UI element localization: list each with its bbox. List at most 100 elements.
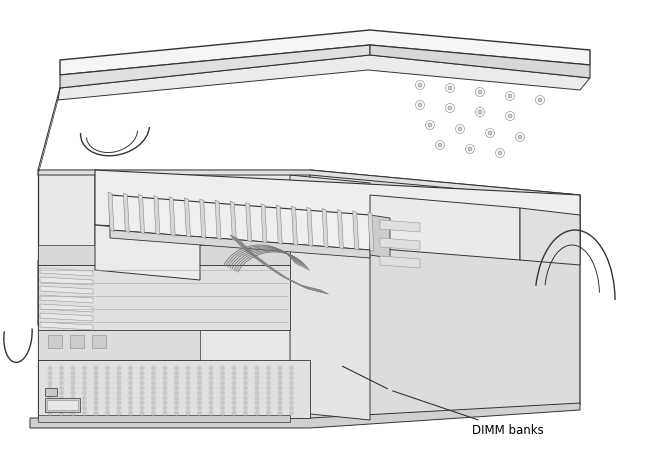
Circle shape xyxy=(140,386,144,390)
Circle shape xyxy=(60,406,63,410)
Circle shape xyxy=(243,371,247,375)
Circle shape xyxy=(140,371,144,375)
Circle shape xyxy=(94,391,98,395)
Polygon shape xyxy=(215,200,221,240)
Circle shape xyxy=(209,381,213,385)
Circle shape xyxy=(255,366,259,370)
Circle shape xyxy=(209,366,213,370)
Circle shape xyxy=(117,396,121,400)
Circle shape xyxy=(278,411,282,415)
Circle shape xyxy=(290,396,293,400)
Polygon shape xyxy=(40,313,93,321)
Circle shape xyxy=(129,386,132,390)
Circle shape xyxy=(209,411,213,415)
Circle shape xyxy=(83,401,86,405)
Circle shape xyxy=(163,386,166,390)
Circle shape xyxy=(243,386,247,390)
Circle shape xyxy=(152,391,155,395)
Circle shape xyxy=(117,366,121,370)
Circle shape xyxy=(71,391,75,395)
Circle shape xyxy=(418,83,422,87)
Polygon shape xyxy=(38,260,95,330)
Polygon shape xyxy=(370,45,590,78)
Circle shape xyxy=(209,391,213,395)
Circle shape xyxy=(468,147,472,151)
Circle shape xyxy=(266,396,270,400)
Circle shape xyxy=(140,366,144,370)
Circle shape xyxy=(290,391,293,395)
Circle shape xyxy=(415,81,424,89)
Circle shape xyxy=(266,386,270,390)
Circle shape xyxy=(106,381,109,385)
Circle shape xyxy=(209,396,213,400)
Circle shape xyxy=(106,391,109,395)
Circle shape xyxy=(94,411,98,415)
Circle shape xyxy=(117,401,121,405)
Circle shape xyxy=(455,124,465,134)
Circle shape xyxy=(232,406,236,410)
Circle shape xyxy=(71,371,75,375)
Circle shape xyxy=(163,406,166,410)
Circle shape xyxy=(71,381,75,385)
Circle shape xyxy=(476,107,484,117)
Polygon shape xyxy=(230,201,236,241)
Circle shape xyxy=(175,371,178,375)
Circle shape xyxy=(48,386,52,390)
Circle shape xyxy=(266,366,270,370)
Circle shape xyxy=(117,411,121,415)
Circle shape xyxy=(538,98,542,102)
Circle shape xyxy=(60,381,63,385)
Polygon shape xyxy=(47,400,78,410)
Circle shape xyxy=(48,381,52,385)
Circle shape xyxy=(209,376,213,380)
Polygon shape xyxy=(123,193,129,233)
Circle shape xyxy=(186,371,190,375)
Circle shape xyxy=(232,366,236,370)
Circle shape xyxy=(465,144,474,154)
Circle shape xyxy=(220,381,224,385)
Circle shape xyxy=(152,386,155,390)
Circle shape xyxy=(175,386,178,390)
Circle shape xyxy=(186,406,190,410)
Polygon shape xyxy=(58,55,590,100)
Polygon shape xyxy=(370,215,390,258)
Circle shape xyxy=(209,401,213,405)
Circle shape xyxy=(129,376,132,380)
Polygon shape xyxy=(261,204,267,243)
Circle shape xyxy=(117,376,121,380)
Circle shape xyxy=(152,381,155,385)
Circle shape xyxy=(140,411,144,415)
Circle shape xyxy=(186,381,190,385)
Polygon shape xyxy=(370,195,520,260)
Circle shape xyxy=(243,401,247,405)
Circle shape xyxy=(243,391,247,395)
Circle shape xyxy=(278,386,282,390)
Polygon shape xyxy=(110,195,370,250)
Circle shape xyxy=(129,381,132,385)
Circle shape xyxy=(220,391,224,395)
Circle shape xyxy=(255,381,259,385)
Circle shape xyxy=(60,371,63,375)
Circle shape xyxy=(255,401,259,405)
Circle shape xyxy=(426,120,434,130)
Polygon shape xyxy=(380,256,420,268)
Polygon shape xyxy=(368,212,374,252)
Circle shape xyxy=(290,401,293,405)
Circle shape xyxy=(48,396,52,400)
Circle shape xyxy=(94,386,98,390)
Circle shape xyxy=(106,376,109,380)
Circle shape xyxy=(478,110,482,114)
Polygon shape xyxy=(110,230,370,258)
Circle shape xyxy=(94,381,98,385)
Circle shape xyxy=(476,88,484,96)
Circle shape xyxy=(152,371,155,375)
Circle shape xyxy=(163,396,166,400)
Circle shape xyxy=(163,376,166,380)
Polygon shape xyxy=(108,192,114,231)
Circle shape xyxy=(290,411,293,415)
Circle shape xyxy=(266,371,270,375)
Circle shape xyxy=(448,106,452,110)
Circle shape xyxy=(197,376,201,380)
Polygon shape xyxy=(154,195,160,235)
Circle shape xyxy=(140,401,144,405)
